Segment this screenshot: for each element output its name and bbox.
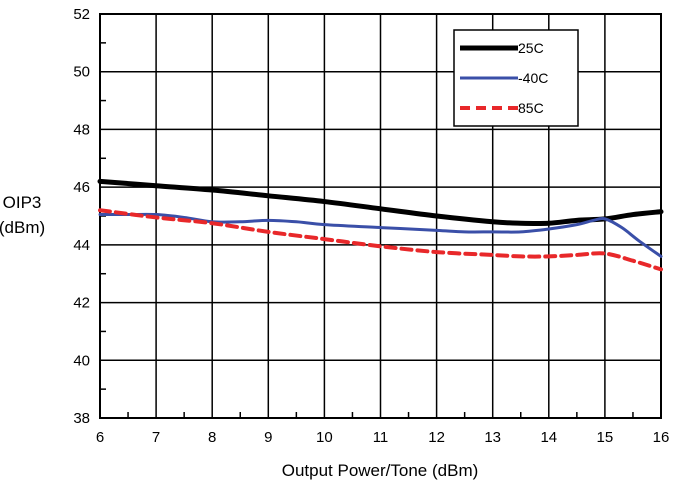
x-tick-label: 15: [597, 429, 614, 446]
y-tick-label: 52: [73, 6, 90, 23]
legend-label-25c: 25C: [518, 40, 544, 56]
x-tick-label: 8: [208, 429, 216, 446]
x-tick-label: 7: [152, 429, 160, 446]
y-axis-title-line1: OIP3: [3, 193, 42, 212]
series-lines: [97, 178, 664, 272]
x-axis-title: Output Power/Tone (dBm): [282, 461, 479, 480]
x-tick-label: 12: [428, 429, 445, 446]
series-line-85c: [98, 208, 663, 272]
x-tick-label: 10: [316, 429, 333, 446]
y-axis-title-line2: (dBm): [0, 218, 45, 237]
legend-label-85c: 85C: [518, 100, 544, 116]
x-tick-label: 11: [373, 429, 389, 446]
x-tick-label: 14: [540, 429, 557, 446]
y-tick-label: 40: [73, 352, 90, 369]
y-tick-label: 46: [73, 179, 90, 196]
y-tick-label: 50: [73, 64, 90, 81]
x-tick-label: 9: [264, 429, 272, 446]
y-tick-label: 48: [73, 121, 90, 138]
y-tick-label: 42: [73, 295, 90, 312]
x-tick-label: 6: [96, 429, 104, 446]
y-tick-label: 44: [73, 237, 90, 254]
x-tick-label: 16: [653, 429, 670, 446]
tick-labels: 6 7 8 9 10 11 12 13 14 15 16 38 40 42 44 46 48 50 52: [73, 6, 669, 446]
legend: 25C -40C 85C: [453, 29, 579, 127]
legend-label-40c: -40C: [518, 70, 548, 86]
x-tick-label: 13: [484, 429, 501, 446]
y-tick-label: 38: [73, 410, 90, 427]
series-line-40c: [98, 212, 663, 258]
